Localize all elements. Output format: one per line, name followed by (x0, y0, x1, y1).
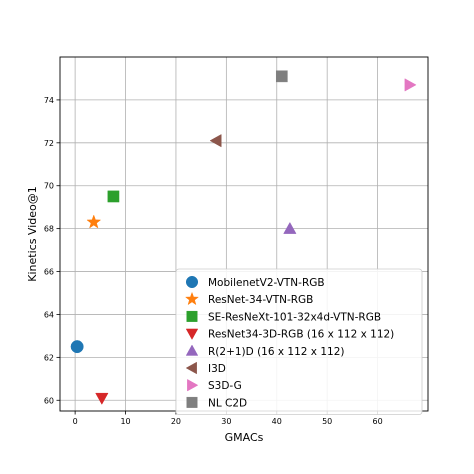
x-tick-label: 30 (221, 417, 231, 426)
axis-ticks: 0 10 20 30 40 50 60 60 62 64 66 68 70 72 74 (44, 96, 383, 426)
legend-entry-label: S3D-G (208, 380, 242, 392)
data-point (70, 340, 84, 354)
data-point (86, 214, 102, 229)
y-tick-label: 74 (44, 96, 54, 105)
legend-entry-label: NL C2D (208, 397, 247, 409)
data-point (283, 221, 297, 234)
legend-marker (186, 310, 198, 322)
data-point (107, 190, 120, 203)
legend-marker (185, 361, 197, 375)
data-points (70, 70, 417, 405)
y-tick-label: 72 (44, 139, 54, 148)
legend-entry-label: SE-ResNeXt-101-32x4d-VTN-RGB (208, 311, 381, 323)
legend-entry-label: ResNet34-3D-RGB (16 x 112 x 112) (208, 329, 394, 341)
legend: MobilenetV2-VTN-RGB ResNet-34-VTN-RGB SE-R… (175, 268, 423, 416)
legend-marker (185, 275, 199, 289)
y-tick-label: 66 (44, 268, 54, 277)
x-tick-label: 10 (120, 417, 130, 426)
x-tick-label: 20 (171, 417, 181, 426)
y-tick-label: 60 (44, 396, 54, 405)
legend-box (175, 268, 423, 416)
legend-entry-label: R(2+1)D (16 x 112 x 112) (208, 346, 345, 358)
legend-entry-label: MobilenetV2-VTN-RGB (208, 277, 325, 289)
legend-marker (185, 328, 199, 340)
legend-marker (184, 291, 200, 306)
x-tick-label: 50 (322, 417, 332, 426)
y-tick-label: 68 (44, 225, 54, 234)
y-axis-label: Kinetics Video@1 (26, 186, 39, 281)
y-tick-label: 62 (44, 353, 54, 362)
x-axis-label: GMACs (225, 431, 264, 444)
y-tick-label: 64 (44, 310, 54, 319)
legend-entry-label: I3D (208, 363, 226, 375)
y-tick-label: 70 (44, 182, 54, 191)
legend-marker (186, 396, 198, 408)
data-point (95, 392, 109, 405)
legend-marker (187, 378, 199, 392)
x-tick-label: 0 (73, 417, 78, 426)
data-point (275, 70, 288, 83)
legend-entry-label: ResNet-34-VTN-RGB (208, 294, 313, 306)
x-tick-label: 60 (372, 417, 382, 426)
x-tick-label: 40 (272, 417, 282, 426)
legend-marker (185, 344, 199, 356)
data-point (209, 134, 222, 148)
data-point (404, 78, 417, 92)
